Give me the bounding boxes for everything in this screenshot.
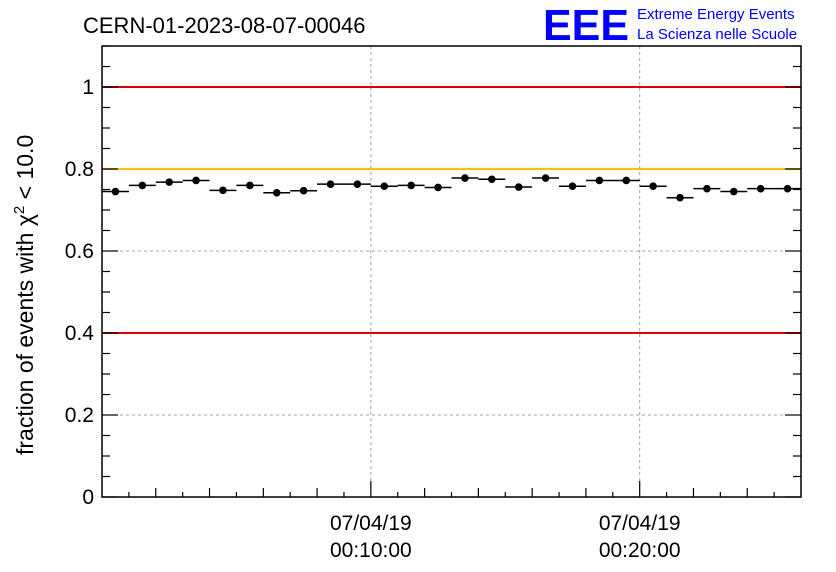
y-axis-label: fraction of events with χ2 < 10.0 bbox=[11, 135, 38, 455]
data-marker bbox=[299, 186, 308, 195]
data-marker bbox=[568, 182, 577, 191]
data-marker bbox=[622, 176, 631, 185]
data-point bbox=[155, 178, 183, 186]
data-marker bbox=[246, 181, 254, 190]
data-points bbox=[102, 174, 801, 202]
data-marker bbox=[380, 182, 389, 191]
data-marker bbox=[595, 176, 604, 185]
data-point bbox=[532, 174, 560, 182]
x-tick-label-date: 07/04/19 bbox=[599, 512, 681, 535]
data-point bbox=[424, 183, 452, 192]
plot-frame bbox=[101, 45, 802, 498]
y-tick-label: 0.2 bbox=[65, 404, 94, 427]
y-tick-label: 0.8 bbox=[65, 158, 94, 181]
x-tick-labels: 07/04/19 00:10:00 07/04/19 00:20:00 bbox=[330, 512, 681, 562]
data-point bbox=[397, 181, 425, 190]
data-point bbox=[102, 187, 129, 196]
data-marker bbox=[461, 174, 469, 182]
data-point bbox=[263, 188, 291, 197]
data-point bbox=[639, 182, 667, 191]
eee-logo-mark: EEE bbox=[543, 1, 629, 50]
data-marker bbox=[783, 184, 792, 193]
data-point bbox=[478, 175, 506, 184]
logo-line-1: Extreme Energy Events bbox=[637, 6, 795, 23]
data-marker bbox=[703, 184, 711, 193]
data-point bbox=[182, 176, 210, 185]
logo-line-2: La Scienza nelle Scuole bbox=[637, 26, 797, 43]
data-marker bbox=[272, 188, 281, 197]
data-point bbox=[612, 176, 640, 185]
data-marker bbox=[729, 187, 738, 196]
grid-lines bbox=[102, 46, 801, 497]
data-marker bbox=[649, 182, 657, 191]
data-point bbox=[317, 180, 344, 188]
x-tick-label-date: 07/04/19 bbox=[330, 512, 412, 535]
y-tick-label: 1 bbox=[82, 76, 94, 99]
data-marker bbox=[138, 181, 147, 190]
data-marker bbox=[219, 186, 227, 195]
y-tick-labels: 0 0.2 0.4 0.6 0.8 1 bbox=[65, 76, 95, 509]
data-marker bbox=[326, 180, 335, 188]
data-point bbox=[290, 186, 318, 195]
data-marker bbox=[434, 183, 442, 192]
data-marker bbox=[165, 178, 174, 186]
chart-title: CERN-01-2023-08-07-00046 bbox=[83, 13, 366, 38]
x-tick-label-time: 00:10:00 bbox=[330, 539, 412, 562]
axis-ticks bbox=[102, 45, 801, 498]
data-marker bbox=[756, 184, 765, 193]
data-point bbox=[585, 176, 613, 185]
reference-lines bbox=[102, 86, 801, 334]
data-marker bbox=[514, 183, 523, 191]
data-marker bbox=[541, 174, 550, 182]
data-point bbox=[505, 183, 533, 191]
data-marker bbox=[111, 187, 120, 196]
data-marker bbox=[488, 175, 496, 184]
data-marker bbox=[192, 176, 200, 185]
y-tick-label: 0.6 bbox=[65, 240, 94, 263]
data-point bbox=[343, 180, 371, 188]
data-point bbox=[693, 184, 721, 193]
data-point bbox=[666, 193, 694, 202]
data-point bbox=[209, 186, 237, 195]
data-marker bbox=[407, 181, 415, 190]
data-point bbox=[370, 182, 398, 191]
data-point bbox=[451, 174, 479, 182]
data-point bbox=[774, 184, 801, 193]
data-marker bbox=[676, 193, 684, 202]
x-tick-label-time: 00:20:00 bbox=[599, 539, 681, 562]
data-point bbox=[720, 187, 748, 196]
data-point bbox=[747, 184, 775, 193]
y-tick-label: 0 bbox=[82, 486, 94, 509]
data-point bbox=[559, 182, 586, 191]
data-point bbox=[128, 181, 156, 190]
data-point bbox=[236, 181, 264, 190]
y-tick-label: 0.4 bbox=[65, 322, 95, 345]
data-marker bbox=[353, 180, 362, 188]
